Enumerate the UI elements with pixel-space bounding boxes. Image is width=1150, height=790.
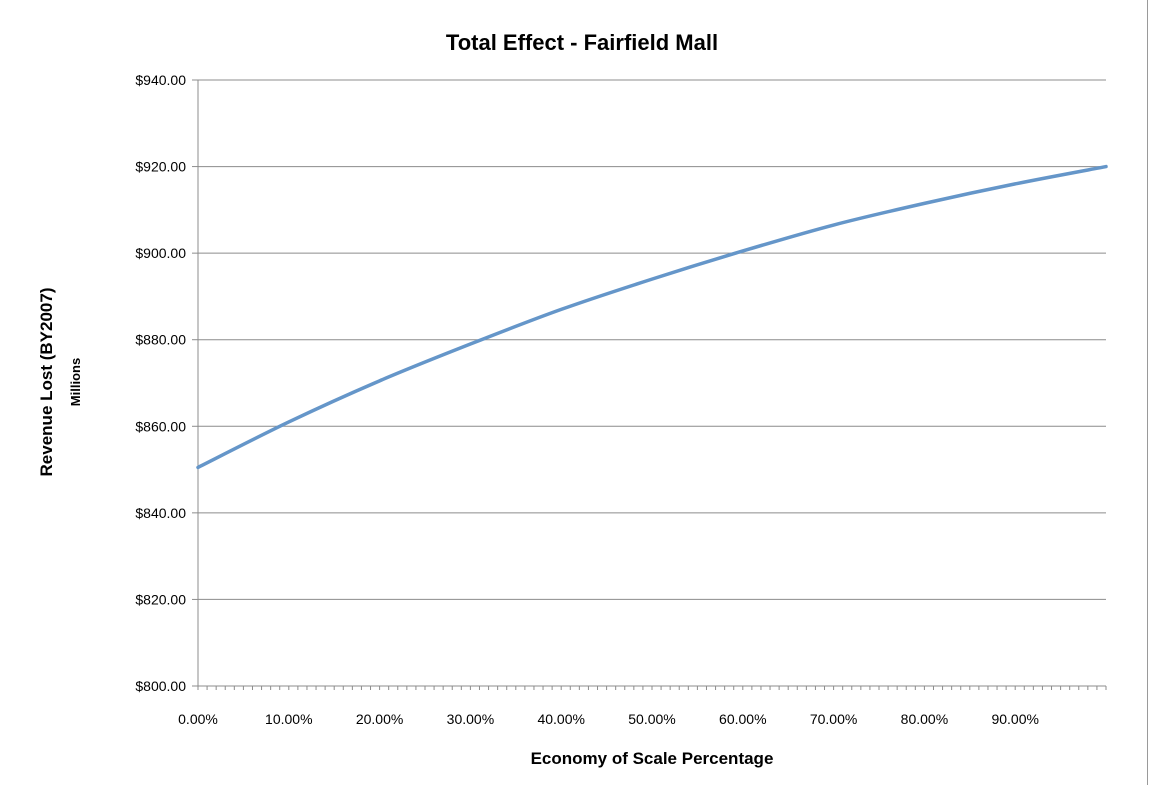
x-tick-label: 30.00%: [447, 711, 494, 727]
chart-title: Total Effect - Fairfield Mall: [446, 30, 718, 55]
x-tick-label: 0.00%: [178, 711, 218, 727]
y-tick-label: $900.00: [135, 245, 186, 261]
y-tick-label: $800.00: [135, 678, 186, 694]
x-tick-label: 60.00%: [719, 711, 766, 727]
series-line-1: [196, 164, 1108, 470]
series: [196, 164, 1108, 470]
x-tick-label: 50.00%: [628, 711, 675, 727]
x-axis-title: Economy of Scale Percentage: [531, 749, 774, 768]
axes: [192, 79, 1107, 690]
y-tick-label: $880.00: [135, 332, 186, 348]
x-tick-label: 70.00%: [810, 711, 857, 727]
x-tick-label: 90.00%: [991, 711, 1038, 727]
y-tick-label: $840.00: [135, 505, 186, 521]
tick-labels: $800.00 $820.00 $840.00 $860.00 $880.00 $900.…: [135, 72, 1039, 727]
x-tick-label: 10.00%: [265, 711, 312, 727]
x-tick-label: 20.00%: [356, 711, 403, 727]
y-axis-title: Revenue Lost (BY2007): [37, 288, 56, 477]
gridlines: [198, 79, 1106, 600]
y-axis-unit-label: Millions: [68, 358, 83, 406]
y-tick-label: $940.00: [135, 72, 186, 88]
x-tick-label: 80.00%: [901, 711, 948, 727]
y-tick-label: $860.00: [135, 418, 186, 434]
x-tick-label: 40.00%: [537, 711, 584, 727]
y-tick-label: $920.00: [135, 159, 186, 175]
y-tick-label: $820.00: [135, 591, 186, 607]
